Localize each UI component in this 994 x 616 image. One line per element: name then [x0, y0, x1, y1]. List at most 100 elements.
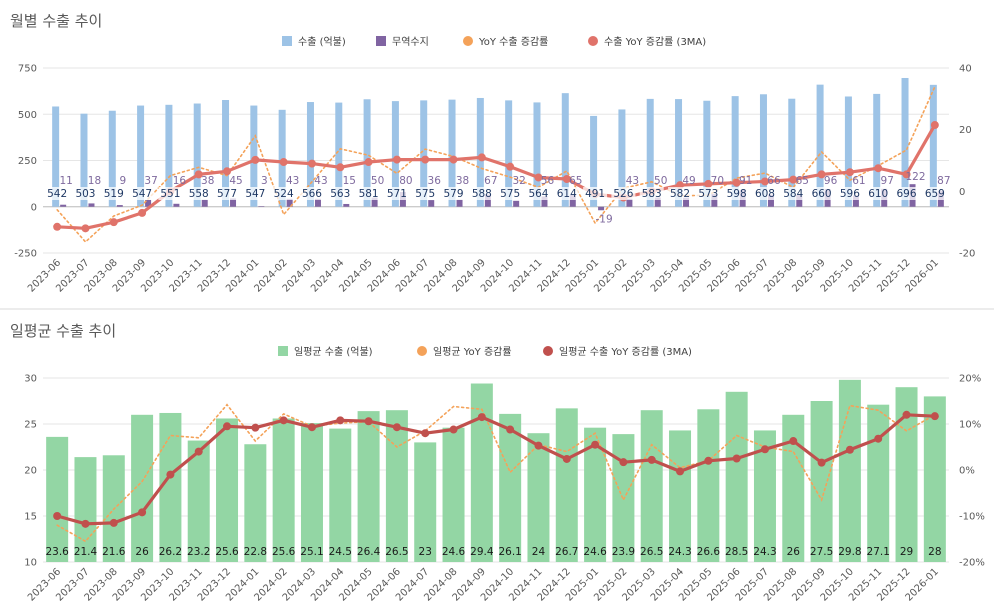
data-label: 29: [900, 546, 913, 558]
data-label: 23.6: [45, 546, 69, 558]
data-label: 491: [585, 188, 605, 200]
data-label: 80: [399, 175, 412, 187]
data-label: 43: [286, 175, 299, 187]
series-point: [817, 170, 826, 179]
data-label: 21.4: [74, 546, 98, 558]
data-label-bg: [130, 187, 155, 200]
bar: [470, 383, 493, 562]
data-label-bg: [356, 187, 381, 200]
data-label: 519: [104, 188, 124, 200]
y-tick-label: 30: [24, 374, 37, 385]
bar: [420, 100, 428, 207]
data-label: 659: [925, 188, 945, 200]
data-label: 29.8: [838, 546, 861, 558]
y2-tick-label: 20: [959, 125, 972, 136]
legend-swatch: [376, 36, 386, 46]
data-label: 45: [229, 175, 242, 187]
series-point: [732, 178, 741, 187]
bar: [306, 102, 314, 207]
series-point: [562, 175, 571, 183]
series-point: [845, 168, 854, 177]
data-label: 26: [787, 546, 801, 558]
data-label: 16: [173, 175, 187, 187]
data-label: 38: [201, 175, 214, 187]
series-point: [902, 410, 911, 419]
bar: [272, 418, 295, 562]
bar: [60, 204, 67, 207]
data-label-bg: [243, 187, 268, 200]
data-label: 24.6: [583, 546, 607, 558]
data-label: 50: [654, 175, 667, 187]
bar: [258, 206, 265, 207]
data-label: 36: [428, 175, 442, 187]
y-tick-label: 0: [31, 202, 37, 213]
series-point: [109, 518, 118, 527]
data-label: 558: [189, 188, 209, 200]
data-label: 22.8: [244, 546, 267, 558]
series-point: [760, 177, 769, 186]
series-point: [194, 170, 203, 179]
data-label: 660: [812, 188, 832, 200]
bar: [782, 414, 805, 562]
series-point: [336, 416, 345, 425]
y-tick-label: 15: [24, 512, 37, 523]
data-label-bg: [158, 187, 183, 200]
bar: [675, 99, 683, 207]
data-label: 97: [881, 175, 894, 187]
data-label: 24.6: [442, 546, 466, 558]
data-label: 588: [472, 188, 492, 200]
data-label-bg: [526, 187, 551, 200]
series-point: [251, 423, 260, 432]
data-label: 91: [739, 175, 752, 187]
data-label: 70: [711, 175, 724, 187]
bar: [533, 102, 541, 207]
data-label: 23.2: [187, 546, 210, 558]
data-label-bg: [611, 187, 636, 200]
data-label: 29.4: [470, 546, 494, 558]
data-label: 25.6: [215, 546, 239, 558]
bar: [683, 197, 690, 207]
data-label-bg: [781, 187, 806, 200]
legend-label: YoY 수출 증감률: [478, 36, 548, 48]
legend-label: 일평균 수출 (억불): [294, 346, 373, 358]
bar: [116, 205, 123, 207]
bar: [895, 387, 918, 562]
bar: [731, 96, 739, 207]
data-label: 526: [613, 188, 633, 200]
chart-title: 월별 수출 추이: [10, 12, 102, 30]
series-point: [109, 218, 118, 227]
data-label-bg: [752, 187, 777, 200]
series-point: [194, 447, 203, 456]
bar: [108, 110, 116, 207]
data-label: 566: [302, 188, 322, 200]
data-label: 573: [698, 188, 718, 200]
data-label: 614: [557, 188, 577, 200]
bar: [173, 203, 180, 207]
legend-label: 수출 (억불): [298, 36, 346, 48]
bar: [300, 423, 323, 562]
legend-swatch: [588, 36, 598, 46]
data-label: 575: [500, 188, 520, 200]
bar: [357, 411, 380, 562]
data-label: -19: [596, 213, 613, 225]
data-label-bg: [639, 187, 664, 200]
series-line: [56, 86, 936, 244]
bar: [873, 93, 881, 207]
y2-tick-label: 20%: [959, 374, 981, 385]
series-point: [81, 224, 90, 233]
data-label: 582: [670, 188, 690, 200]
data-label: 32: [512, 175, 525, 187]
bar: [796, 194, 803, 207]
bar: [222, 100, 230, 207]
series-point: [676, 467, 685, 476]
series-point: [421, 429, 430, 438]
data-label-bg: [186, 187, 211, 200]
data-label: 65: [569, 175, 582, 187]
bar: [929, 84, 937, 207]
data-label: 24: [532, 546, 546, 558]
data-label-bg: [469, 187, 494, 200]
data-label: 542: [47, 188, 67, 200]
bar: [88, 203, 95, 207]
series-point: [223, 422, 232, 431]
